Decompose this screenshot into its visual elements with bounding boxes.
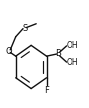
Text: OH: OH (67, 58, 79, 67)
Text: B: B (55, 49, 61, 59)
Text: S: S (22, 24, 27, 33)
Text: F: F (44, 86, 49, 95)
Text: O: O (5, 47, 12, 56)
Text: OH: OH (67, 41, 79, 50)
